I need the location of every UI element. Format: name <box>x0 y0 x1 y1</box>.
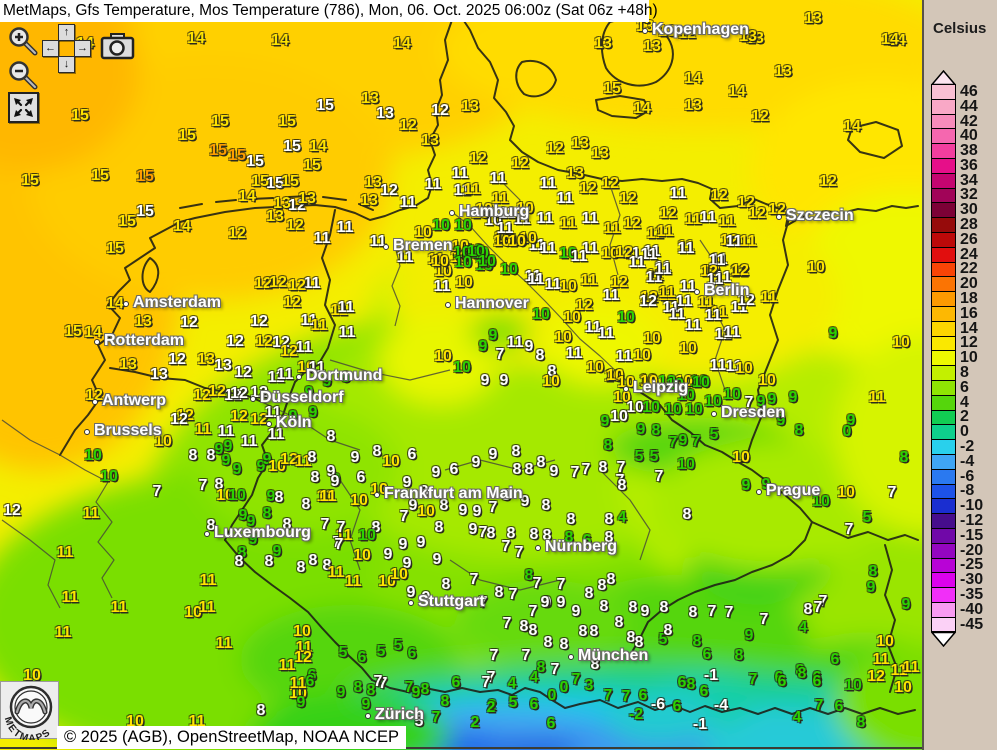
colorbar-panel: Celsius 46 44 42 40 38 36 34 32 30 28 26 <box>922 0 997 750</box>
attribution-text: © 2025 (AGB), OpenStreetMap, NOAA NCEP <box>64 728 399 746</box>
colorbar-entry: -10 <box>931 498 983 515</box>
colorbar-entry: 36 <box>931 157 983 174</box>
weather-map[interactable] <box>0 0 922 750</box>
zoom-out-button[interactable] <box>8 60 38 90</box>
colorbar-entry: 12 <box>931 335 983 352</box>
pan-left-button[interactable]: ← <box>42 40 59 57</box>
colorbar-entry: 26 <box>931 231 983 248</box>
attribution-bar[interactable]: © 2025 (AGB), OpenStreetMap, NOAA NCEP <box>57 726 406 749</box>
colorbar-entry: -2 <box>931 439 983 455</box>
arrow-up-icon: ↑ <box>63 26 70 38</box>
map-title: MetMaps, Gfs Temperature, Mos Temperatur… <box>3 2 658 19</box>
temperature-shading <box>0 0 922 750</box>
colorbar-entry: 44 <box>931 98 983 115</box>
colorbar-entry: 18 <box>931 291 983 307</box>
zoom-in-button[interactable] <box>8 26 38 56</box>
colorbar-entry: -35 <box>931 587 983 603</box>
arrow-down-icon: ↓ <box>63 58 70 70</box>
fullscreen-icon <box>14 98 33 117</box>
colorbar-entry: 0 <box>931 424 983 441</box>
colorbar-entry: 40 <box>931 128 983 145</box>
map-frame-line <box>0 747 922 749</box>
metmaps-logo: METMAPS <box>0 681 59 745</box>
colorbar-entry: 34 <box>931 172 983 189</box>
colorbar-title: Celsius <box>933 20 987 37</box>
magnifier-plus-icon <box>9 27 38 56</box>
fullscreen-button[interactable] <box>8 92 39 123</box>
colorbar-entry: -20 <box>931 542 983 559</box>
colorbar-arrow-top <box>931 70 956 85</box>
regional-borders-rivers <box>1 179 726 609</box>
pan-up-button[interactable]: ↑ <box>58 24 75 41</box>
arrow-right-icon: → <box>77 42 88 54</box>
colorbar-entry: -40 <box>931 601 983 618</box>
magnifier-minus-icon <box>9 61 38 90</box>
metmaps-logo-icon: METMAPS <box>2 685 53 745</box>
colorbar-entry: -45 <box>931 616 983 633</box>
colorbar-entry: 4 <box>931 394 983 411</box>
arrow-left-icon: ← <box>45 42 56 54</box>
colorbar-entry: 24 <box>931 246 983 263</box>
colorbar-entry: 16 <box>931 305 983 322</box>
map-title-bar: MetMaps, Gfs Temperature, Mos Temperatur… <box>0 0 658 22</box>
colorbar-entry: 10 <box>931 350 983 367</box>
colorbar-entry: -12 <box>931 513 983 529</box>
colorbar-entry: 14 <box>931 320 983 337</box>
colorbar-entry: -6 <box>931 468 983 485</box>
colorbar-entry: 32 <box>931 187 983 204</box>
colorbar-scale: 46 44 42 40 38 36 34 32 30 28 26 24 22 2… <box>931 70 983 648</box>
colorbar-entry: 2 <box>931 409 983 426</box>
colorbar-arrow-bottom <box>931 632 956 648</box>
pan-control-cluster: ↑ ← → ↓ <box>42 24 91 73</box>
camera-icon <box>100 33 135 60</box>
screenshot-button[interactable] <box>100 32 136 60</box>
colorbar-entry: -15 <box>931 527 983 544</box>
colorbar-entry: 8 <box>931 365 983 381</box>
colorbar-entry: -4 <box>931 453 983 470</box>
colorbar-rows: 46 44 42 40 38 36 34 32 30 28 26 24 22 2… <box>931 83 983 633</box>
colorbar-entry: 42 <box>931 113 983 130</box>
pan-right-button[interactable]: → <box>74 40 91 57</box>
country-borders-coastlines <box>59 1 919 715</box>
pan-down-button[interactable]: ↓ <box>58 56 75 73</box>
colorbar-entry: 6 <box>931 379 983 396</box>
